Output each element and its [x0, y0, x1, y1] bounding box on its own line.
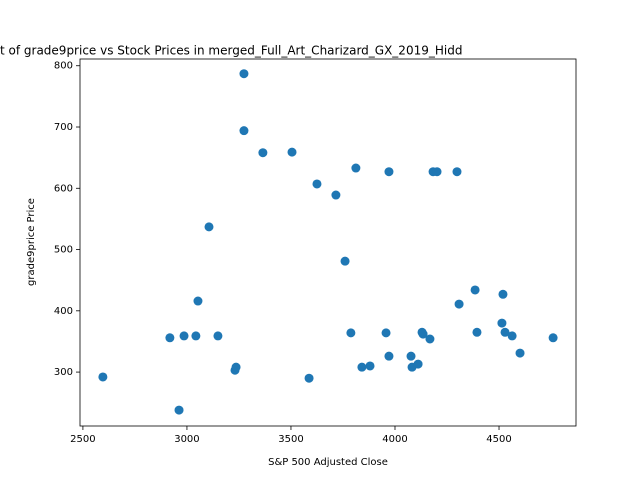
point — [304, 373, 314, 383]
point — [425, 334, 435, 344]
point — [165, 333, 175, 343]
point — [346, 328, 356, 338]
x-tick-label: 4500 — [486, 434, 511, 445]
point — [213, 331, 223, 341]
x-axis-label: S&P 500 Adjusted Close — [268, 457, 388, 468]
point — [258, 148, 268, 158]
point — [365, 361, 375, 371]
axes-frame — [79, 58, 577, 427]
y-axis-label: grade9price Price — [26, 198, 37, 286]
point — [231, 362, 241, 372]
point — [413, 359, 423, 369]
point — [287, 147, 297, 157]
point — [384, 167, 394, 177]
point — [98, 372, 108, 382]
point — [312, 179, 322, 189]
x-tick-label: 3500 — [278, 434, 303, 445]
point — [239, 69, 249, 79]
point — [174, 405, 184, 415]
point — [418, 329, 428, 339]
y-tick-label: 500 — [54, 245, 73, 256]
point — [500, 327, 510, 337]
x-tick-label: 2500 — [70, 434, 95, 445]
point — [515, 348, 525, 358]
point — [381, 328, 391, 338]
y-tick-label: 300 — [54, 367, 73, 378]
point — [357, 362, 367, 372]
point — [498, 289, 508, 299]
point — [193, 296, 203, 306]
y-tick-label: 400 — [54, 306, 73, 317]
point — [472, 327, 482, 337]
point — [384, 351, 394, 361]
point — [239, 126, 249, 136]
point — [432, 167, 442, 177]
point — [548, 333, 558, 343]
x-tick-label: 3000 — [174, 434, 199, 445]
point — [340, 256, 350, 266]
chart-title: t of grade9price vs Stock Prices in merg… — [0, 44, 462, 58]
point — [191, 331, 201, 341]
x-tick-label: 4000 — [382, 434, 407, 445]
point — [507, 331, 517, 341]
point — [454, 299, 464, 309]
point — [331, 190, 341, 200]
y-tick-label: 700 — [54, 122, 73, 133]
point — [497, 318, 507, 328]
point — [406, 351, 416, 361]
point — [470, 285, 480, 295]
point — [204, 222, 214, 232]
y-tick-label: 600 — [54, 183, 73, 194]
point — [452, 167, 462, 177]
point — [179, 331, 189, 341]
point — [351, 163, 361, 173]
y-tick-label: 800 — [54, 61, 73, 72]
